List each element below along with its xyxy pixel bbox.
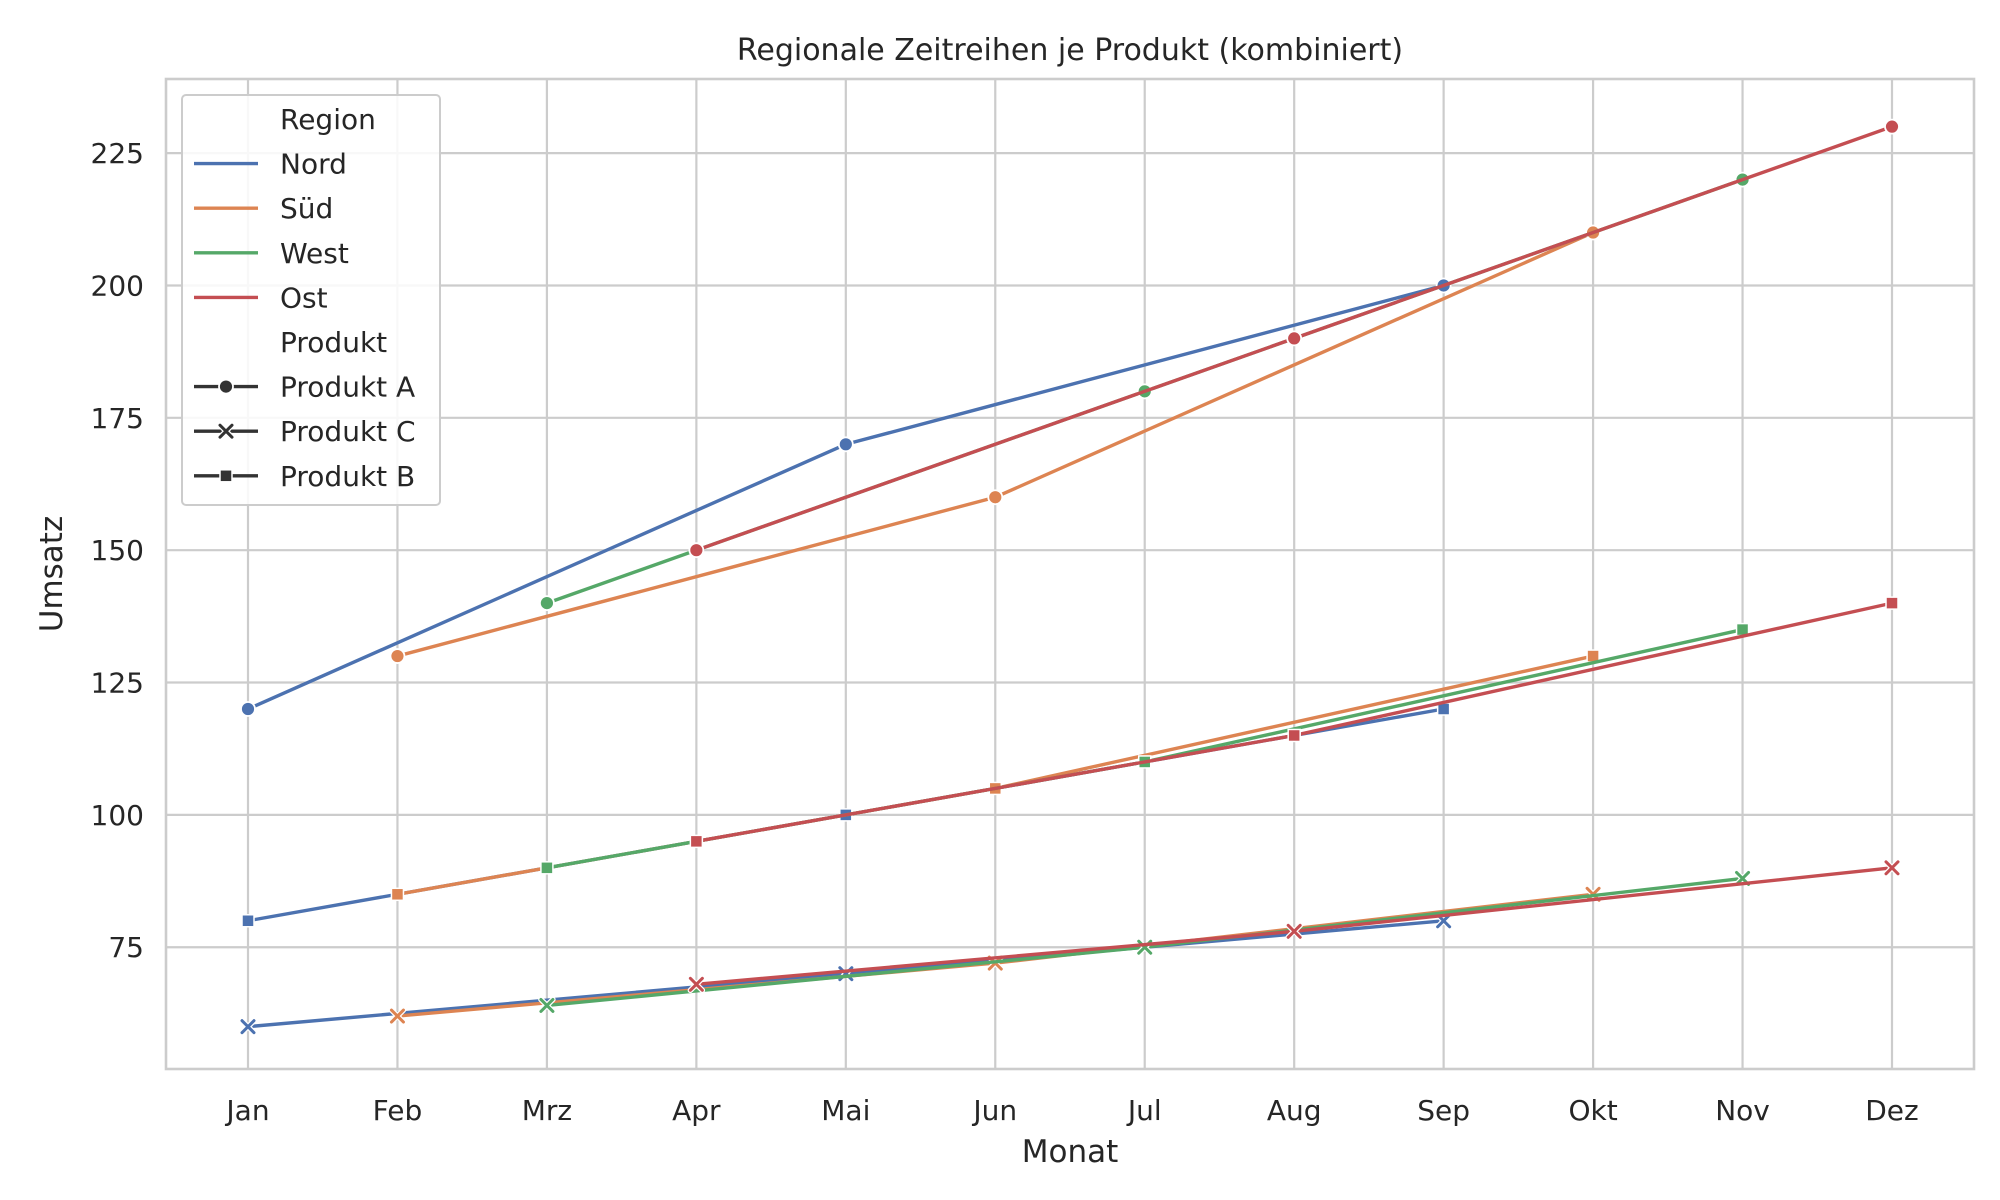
legend-label: West [280,237,349,270]
series-layer [239,118,1901,1036]
data-point-marker [1287,728,1301,743]
legend-box [181,94,441,506]
x-tick-label: Aug [1267,1094,1322,1127]
data-point-marker [388,1007,407,1025]
data-point-marker [539,595,555,612]
legend-marker-x [217,422,235,440]
y-axis-label: Umsatz [34,516,70,632]
legend-title-region: Region [280,103,376,136]
legend-label: Produkt B [280,460,415,493]
x-tick-label: Jun [971,1094,1017,1127]
legend-label: Produkt A [280,371,415,404]
data-point-marker [687,975,706,994]
series-sd-produkt-a [389,224,1601,664]
data-point-marker [1285,922,1303,941]
x-tick-label: Dez [1865,1094,1918,1127]
y-tick-label: 200 [91,269,144,302]
x-tick-label: Okt [1568,1094,1617,1127]
data-point-marker [1883,859,1901,877]
data-point-marker [239,1017,257,1036]
legend-label: Süd [280,192,333,225]
chart-title: Regionale Zeitreihen je Produkt (kombini… [737,33,1403,68]
series-ost-produkt-c [687,859,1901,994]
legend-item-produkt-b: Produkt B [194,460,415,493]
x-tick-label: Jan [224,1094,269,1127]
data-point-marker [688,542,705,559]
x-axis-label: Monat [1022,1134,1119,1170]
x-tick-label: Mai [821,1094,870,1127]
data-point-marker [538,996,556,1015]
y-tick-label: 175 [91,402,144,435]
legend-label: Nord [280,148,347,181]
data-point-marker [1884,118,1900,135]
legend-label: Ost [280,281,328,314]
y-tick-label: 100 [91,799,144,832]
legend-item-west: West [194,237,349,270]
data-point-marker [240,701,256,717]
legend-marker-square [219,469,233,483]
data-point-marker [540,861,554,875]
data-point-marker [390,887,405,902]
tick-layer: Jan Feb Mrz Apr Mai Jun Jul Aug Sep Okt Nov Dez 75 10… [91,137,1919,1127]
legend-item-nord: Nord [194,148,347,181]
x-tick-label: Jul [1126,1094,1162,1127]
legend-marker-circle [218,378,234,395]
x-tick-label: Nov [1715,1094,1770,1127]
data-point-marker [689,834,704,849]
series-ost-produkt-a [688,118,1900,559]
data-point-marker [1286,330,1303,347]
legend: Region Nord Süd West Ost Produkt Produkt A Prod… [181,94,441,506]
legend-item-ost: Ost [194,281,328,314]
y-tick-label: 225 [91,137,144,170]
x-tick-label: Mrz [522,1094,572,1127]
legend-label: Produkt C [280,415,416,448]
series-ost-produkt-b [689,596,1899,849]
legend-item-produkt-a: Produkt A [194,371,415,404]
plot-frame [164,77,1976,1071]
y-tick-label: 150 [91,534,144,567]
legend-item-sd: Süd [194,192,333,225]
x-tick-label: Feb [373,1094,423,1127]
y-tick-label: 75 [108,931,144,964]
x-tick-label: Sep [1417,1094,1470,1127]
x-tick-label: Apr [672,1094,721,1127]
data-point-marker [837,436,854,453]
legend-title-product: Produkt [280,326,387,359]
y-tick-label: 125 [91,667,144,700]
data-point-marker [389,648,406,664]
data-point-marker [1885,596,1899,610]
legend-item-produkt-c: Produkt C [194,415,416,448]
data-point-marker [241,914,255,928]
data-point-marker [987,489,1004,506]
